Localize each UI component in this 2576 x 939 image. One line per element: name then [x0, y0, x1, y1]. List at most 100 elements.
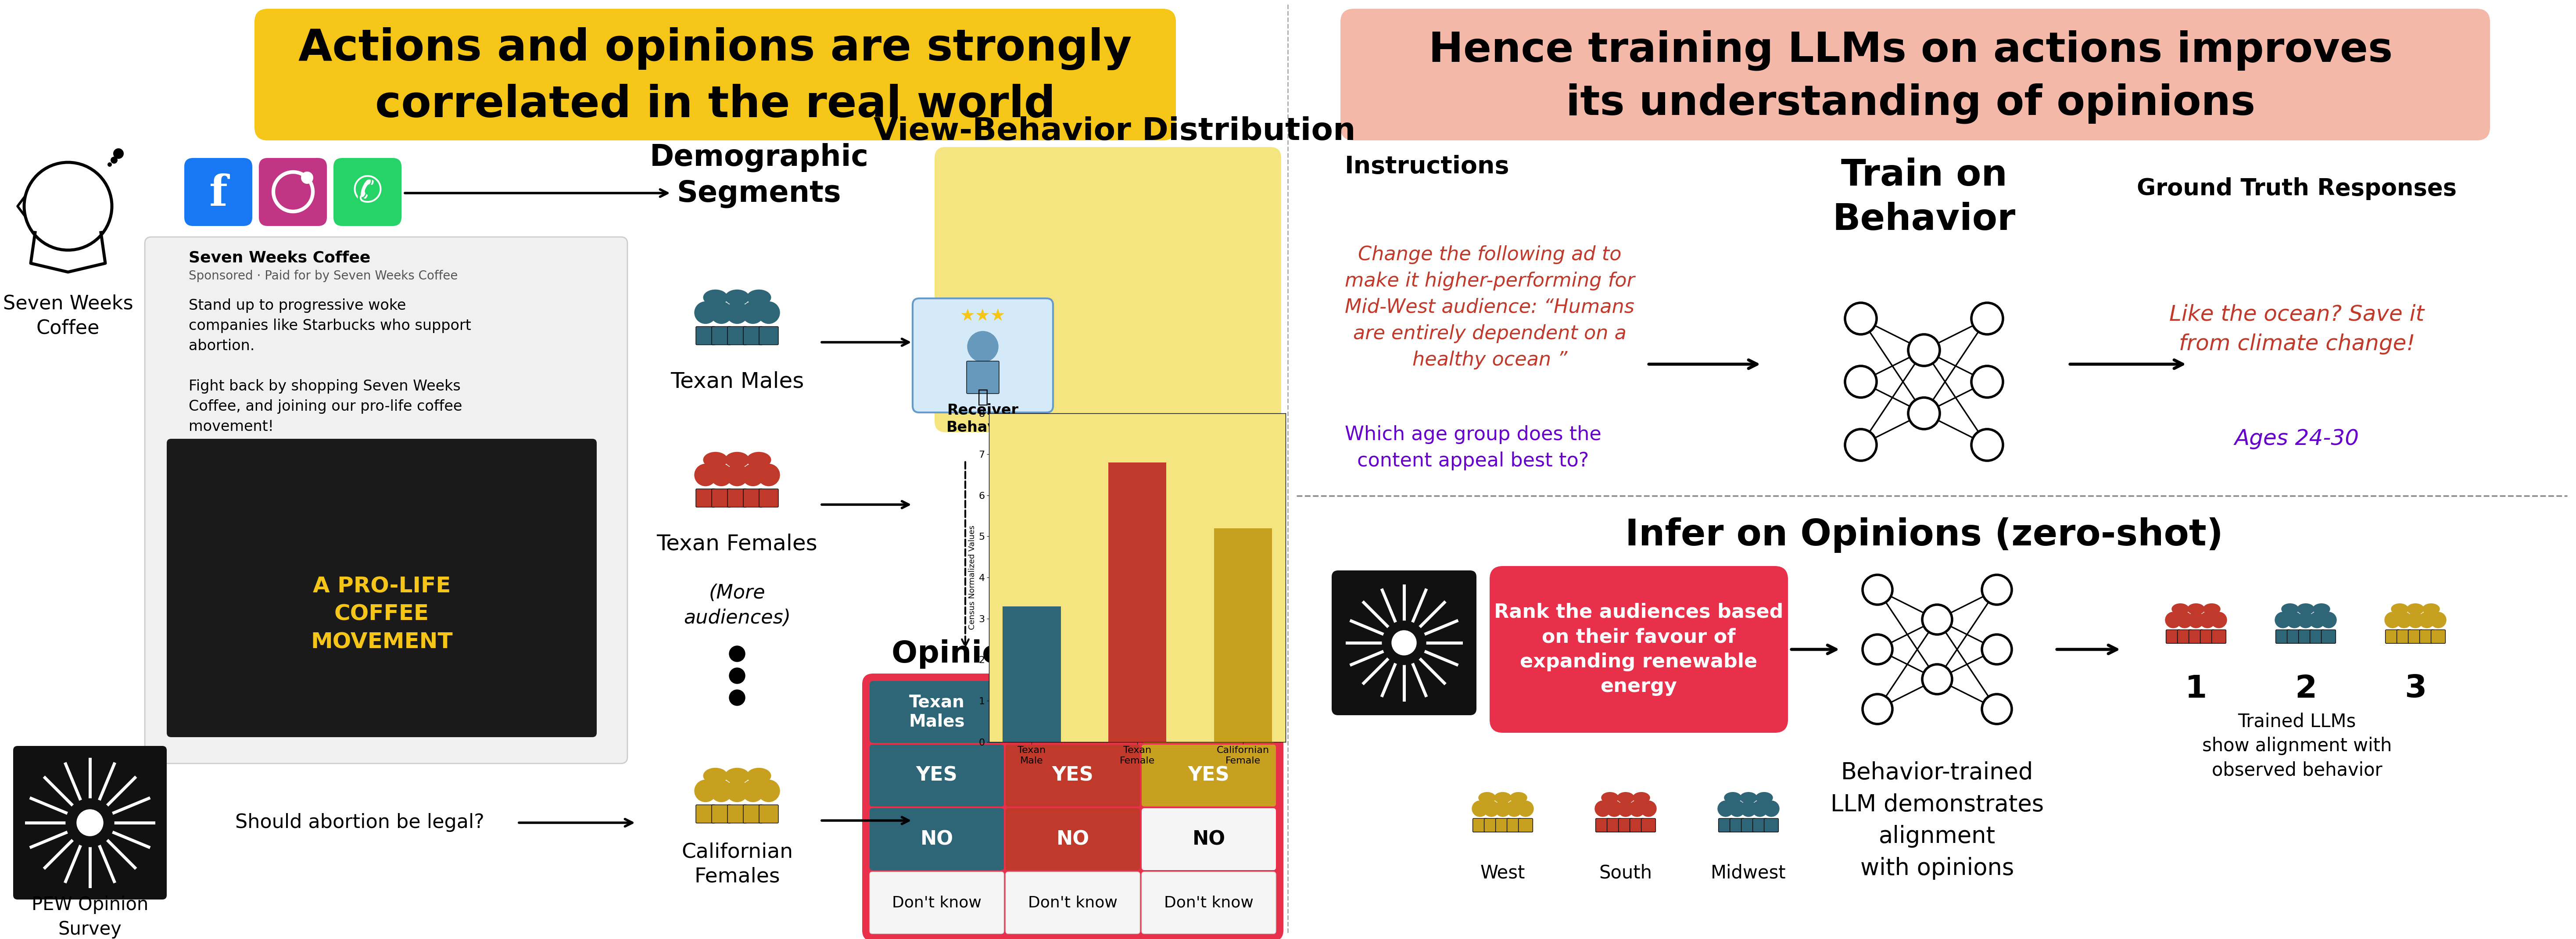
FancyBboxPatch shape — [711, 489, 732, 507]
Circle shape — [742, 780, 765, 802]
Ellipse shape — [724, 452, 750, 468]
FancyBboxPatch shape — [760, 489, 778, 507]
Circle shape — [1595, 801, 1610, 817]
Circle shape — [1844, 429, 1875, 461]
Ellipse shape — [724, 768, 750, 784]
FancyBboxPatch shape — [1731, 819, 1744, 832]
Text: Midwest: Midwest — [1710, 864, 1785, 883]
Text: Actions and opinions are strongly
correlated in the real world: Actions and opinions are strongly correl… — [299, 27, 1131, 126]
FancyBboxPatch shape — [912, 299, 1054, 412]
FancyBboxPatch shape — [863, 673, 1283, 939]
Text: YES: YES — [1051, 766, 1095, 785]
FancyBboxPatch shape — [2419, 630, 2434, 643]
Circle shape — [1981, 575, 2012, 605]
Text: ✆: ✆ — [353, 174, 384, 209]
Text: Opinion Distribution: Opinion Distribution — [891, 639, 1242, 669]
Text: PEW Opinion
Survey: PEW Opinion Survey — [31, 896, 149, 938]
Circle shape — [1862, 694, 1893, 724]
Text: Hence training LLMs on actions improves
its understanding of opinions: Hence training LLMs on actions improves … — [1430, 30, 2393, 124]
Circle shape — [1862, 575, 1893, 605]
FancyBboxPatch shape — [2166, 630, 2179, 643]
Circle shape — [1383, 621, 1427, 665]
Circle shape — [1922, 605, 1953, 635]
Circle shape — [1484, 801, 1499, 817]
Circle shape — [1981, 694, 2012, 724]
FancyBboxPatch shape — [1631, 819, 1643, 832]
Ellipse shape — [1494, 792, 1512, 804]
FancyBboxPatch shape — [1141, 681, 1275, 743]
Bar — [1108, 463, 1167, 742]
Circle shape — [1922, 664, 1953, 694]
Ellipse shape — [1510, 792, 1528, 804]
Ellipse shape — [2187, 604, 2205, 615]
Circle shape — [1971, 366, 2004, 397]
Circle shape — [696, 464, 716, 486]
Circle shape — [2419, 612, 2434, 628]
FancyBboxPatch shape — [2321, 630, 2336, 643]
Circle shape — [2287, 612, 2303, 628]
Circle shape — [1971, 302, 2004, 334]
FancyBboxPatch shape — [1340, 8, 2491, 141]
Text: A PRO-LIFE
COFFEE
MOVEMENT: A PRO-LIFE COFFEE MOVEMENT — [312, 576, 453, 653]
Text: Receiver
Behavior: Receiver Behavior — [945, 404, 1020, 435]
FancyBboxPatch shape — [871, 808, 1005, 870]
Ellipse shape — [1602, 792, 1618, 804]
FancyBboxPatch shape — [1141, 872, 1275, 933]
Text: Sponsored · Paid for by Seven Weeks Coffee: Sponsored · Paid for by Seven Weeks Coff… — [188, 269, 459, 282]
FancyBboxPatch shape — [871, 872, 1005, 933]
Circle shape — [969, 331, 997, 362]
Circle shape — [1641, 801, 1656, 817]
FancyBboxPatch shape — [258, 158, 327, 226]
Circle shape — [1741, 801, 1757, 817]
FancyBboxPatch shape — [760, 805, 778, 824]
Circle shape — [1517, 801, 1533, 817]
Ellipse shape — [747, 289, 770, 305]
FancyBboxPatch shape — [332, 158, 402, 226]
FancyBboxPatch shape — [1141, 745, 1275, 807]
Circle shape — [2210, 612, 2226, 628]
Ellipse shape — [703, 289, 726, 305]
FancyBboxPatch shape — [935, 147, 1280, 432]
FancyBboxPatch shape — [744, 489, 762, 507]
Circle shape — [1909, 334, 1940, 366]
Text: Train on
Behavior: Train on Behavior — [1832, 158, 2014, 238]
Text: Texan Males: Texan Males — [670, 371, 804, 393]
Text: Behavior correlates with
opinions, hence learning
behavior can help learn
opinio: Behavior correlates with opinions, hence… — [989, 434, 1229, 531]
Circle shape — [1844, 366, 1875, 397]
FancyBboxPatch shape — [726, 489, 747, 507]
Text: Seven Weeks Coffee: Seven Weeks Coffee — [188, 250, 371, 265]
FancyBboxPatch shape — [744, 327, 762, 345]
Ellipse shape — [2298, 604, 2313, 615]
Circle shape — [1981, 635, 2012, 664]
Circle shape — [711, 780, 732, 802]
FancyBboxPatch shape — [696, 489, 716, 507]
Circle shape — [742, 301, 765, 324]
FancyBboxPatch shape — [2213, 630, 2226, 643]
FancyBboxPatch shape — [1607, 819, 1620, 832]
Text: Trained LLMs
show alignment with
observed behavior: Trained LLMs show alignment with observe… — [2202, 713, 2391, 779]
Circle shape — [711, 464, 732, 486]
Text: f: f — [209, 174, 227, 215]
Circle shape — [2177, 612, 2192, 628]
Text: Don't know: Don't know — [1028, 896, 1118, 910]
Circle shape — [1618, 801, 1633, 817]
Text: Instructions: Instructions — [1345, 155, 1510, 178]
FancyBboxPatch shape — [2287, 630, 2300, 643]
FancyBboxPatch shape — [1517, 819, 1533, 832]
FancyBboxPatch shape — [1595, 819, 1610, 832]
Circle shape — [1971, 429, 2004, 461]
Circle shape — [2166, 612, 2182, 628]
Ellipse shape — [1739, 792, 1757, 804]
FancyBboxPatch shape — [1005, 808, 1141, 870]
Text: Demographic
Segments: Demographic Segments — [649, 143, 868, 208]
Circle shape — [1752, 801, 1767, 817]
FancyBboxPatch shape — [2275, 630, 2290, 643]
Circle shape — [1471, 801, 1489, 817]
FancyBboxPatch shape — [2409, 630, 2421, 643]
Circle shape — [1728, 801, 1744, 817]
Circle shape — [1765, 801, 1780, 817]
FancyBboxPatch shape — [2177, 630, 2192, 643]
FancyBboxPatch shape — [1005, 872, 1141, 933]
Circle shape — [2409, 612, 2424, 628]
Text: South: South — [1600, 864, 1651, 883]
